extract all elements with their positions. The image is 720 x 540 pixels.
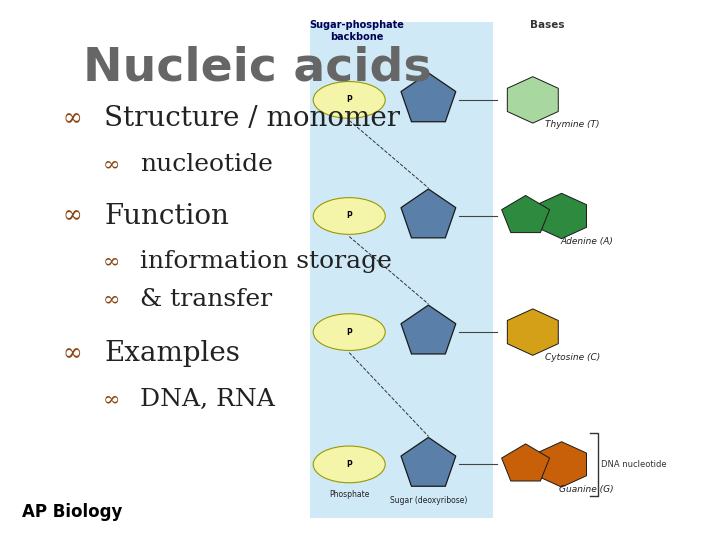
Text: ∞: ∞ bbox=[62, 205, 82, 227]
Text: P: P bbox=[346, 96, 352, 104]
Text: AP Biology: AP Biology bbox=[22, 503, 122, 521]
Polygon shape bbox=[502, 195, 549, 233]
Polygon shape bbox=[508, 309, 558, 355]
Text: ∞: ∞ bbox=[103, 390, 120, 409]
Polygon shape bbox=[536, 442, 587, 487]
Polygon shape bbox=[508, 77, 558, 123]
Text: DNA nucleotide: DNA nucleotide bbox=[601, 460, 667, 469]
Text: Structure / monomer: Structure / monomer bbox=[104, 105, 400, 132]
Text: backbone: backbone bbox=[330, 32, 383, 42]
Text: Nucleic acids: Nucleic acids bbox=[83, 46, 431, 91]
Text: ∞: ∞ bbox=[62, 342, 82, 365]
Ellipse shape bbox=[313, 446, 385, 483]
Text: nucleotide: nucleotide bbox=[140, 153, 274, 176]
Text: & transfer: & transfer bbox=[140, 288, 273, 311]
Polygon shape bbox=[401, 305, 456, 354]
Text: ∞: ∞ bbox=[103, 290, 120, 309]
Ellipse shape bbox=[313, 82, 385, 118]
Text: information storage: information storage bbox=[140, 251, 392, 273]
FancyBboxPatch shape bbox=[310, 22, 493, 518]
Text: P: P bbox=[346, 328, 352, 336]
Polygon shape bbox=[502, 444, 549, 481]
Ellipse shape bbox=[313, 198, 385, 234]
Text: ∞: ∞ bbox=[103, 155, 120, 174]
Text: P: P bbox=[346, 212, 352, 220]
Text: Examples: Examples bbox=[104, 340, 240, 367]
Text: Cytosine (C): Cytosine (C) bbox=[545, 353, 600, 362]
Text: Sugar-phosphate: Sugar-phosphate bbox=[309, 20, 404, 30]
Polygon shape bbox=[536, 193, 587, 239]
Text: Function: Function bbox=[104, 202, 229, 230]
Text: Guanine (G): Guanine (G) bbox=[559, 485, 614, 494]
Text: ∞: ∞ bbox=[62, 107, 82, 130]
Polygon shape bbox=[401, 73, 456, 122]
Text: ∞: ∞ bbox=[103, 252, 120, 272]
Text: P: P bbox=[346, 460, 352, 469]
Text: Adenine (A): Adenine (A) bbox=[560, 237, 613, 246]
Text: Phosphate: Phosphate bbox=[329, 490, 369, 499]
Polygon shape bbox=[401, 189, 456, 238]
Polygon shape bbox=[401, 437, 456, 486]
Text: Bases: Bases bbox=[530, 20, 564, 30]
Text: DNA, RNA: DNA, RNA bbox=[140, 388, 275, 411]
Ellipse shape bbox=[313, 314, 385, 350]
Text: Thymine (T): Thymine (T) bbox=[545, 120, 600, 130]
Text: Sugar (deoxyribose): Sugar (deoxyribose) bbox=[390, 496, 467, 505]
